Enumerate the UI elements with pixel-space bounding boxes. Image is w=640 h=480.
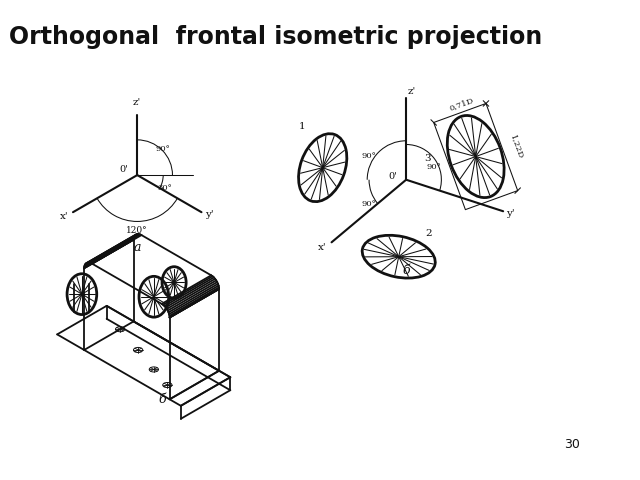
Text: 30: 30	[564, 438, 580, 451]
Text: Orthogonal  frontal isometric projection: Orthogonal frontal isometric projection	[9, 25, 543, 49]
Text: 120°: 120°	[127, 226, 148, 235]
Text: z': z'	[408, 87, 416, 96]
Text: a: a	[134, 241, 141, 254]
Text: y': y'	[506, 209, 515, 217]
Text: 0,71D: 0,71D	[449, 96, 475, 112]
Text: 0': 0'	[119, 165, 128, 174]
Text: 1: 1	[299, 122, 305, 132]
Text: x': x'	[60, 212, 68, 221]
Text: 90°: 90°	[362, 152, 376, 160]
Text: 90°: 90°	[427, 163, 442, 171]
Text: y': y'	[205, 210, 214, 219]
Text: 90°: 90°	[156, 145, 171, 153]
Text: 2: 2	[425, 229, 432, 238]
Text: 0': 0'	[388, 171, 397, 180]
Text: 1,22D: 1,22D	[509, 134, 525, 160]
Text: б: б	[403, 264, 410, 277]
Text: 3: 3	[424, 154, 431, 163]
Text: 90°: 90°	[362, 200, 376, 208]
Text: 30°: 30°	[157, 184, 172, 192]
Text: б: б	[159, 393, 166, 406]
Text: z': z'	[133, 98, 141, 108]
Text: x': x'	[318, 243, 326, 252]
